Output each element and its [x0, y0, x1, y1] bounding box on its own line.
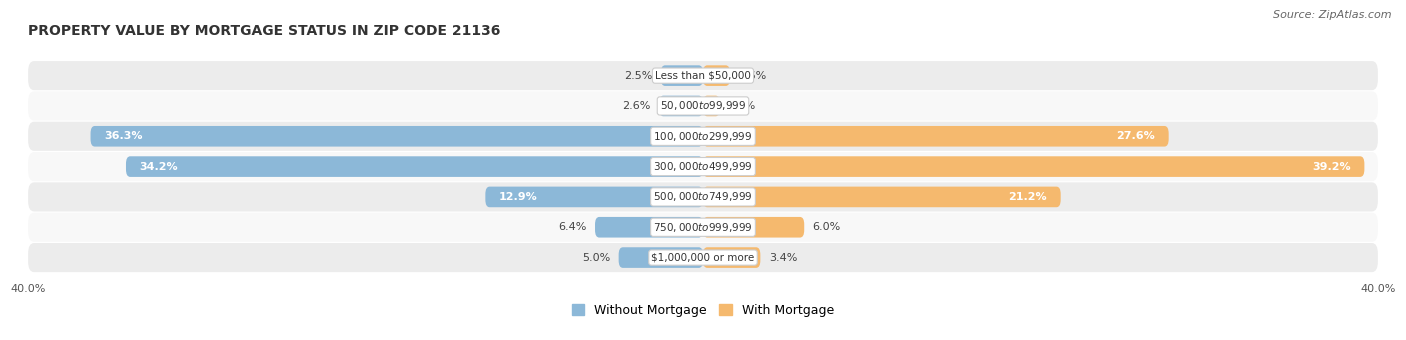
- Text: 12.9%: 12.9%: [499, 192, 537, 202]
- FancyBboxPatch shape: [703, 65, 730, 86]
- FancyBboxPatch shape: [619, 247, 703, 268]
- FancyBboxPatch shape: [703, 126, 1168, 147]
- Text: 2.6%: 2.6%: [623, 101, 651, 111]
- Text: 6.0%: 6.0%: [813, 222, 841, 232]
- FancyBboxPatch shape: [703, 96, 720, 116]
- Text: $750,000 to $999,999: $750,000 to $999,999: [654, 221, 752, 234]
- FancyBboxPatch shape: [28, 213, 1378, 242]
- FancyBboxPatch shape: [485, 187, 703, 207]
- FancyBboxPatch shape: [28, 152, 1378, 181]
- Text: PROPERTY VALUE BY MORTGAGE STATUS IN ZIP CODE 21136: PROPERTY VALUE BY MORTGAGE STATUS IN ZIP…: [28, 24, 501, 38]
- FancyBboxPatch shape: [703, 156, 1364, 177]
- Text: Source: ZipAtlas.com: Source: ZipAtlas.com: [1274, 10, 1392, 20]
- Text: Less than $50,000: Less than $50,000: [655, 71, 751, 81]
- FancyBboxPatch shape: [595, 217, 703, 238]
- Text: 3.4%: 3.4%: [769, 253, 797, 262]
- FancyBboxPatch shape: [90, 126, 703, 147]
- Text: 5.0%: 5.0%: [582, 253, 610, 262]
- Text: 39.2%: 39.2%: [1312, 162, 1351, 172]
- FancyBboxPatch shape: [127, 156, 703, 177]
- Legend: Without Mortgage, With Mortgage: Without Mortgage, With Mortgage: [567, 299, 839, 322]
- FancyBboxPatch shape: [28, 91, 1378, 120]
- Text: $100,000 to $299,999: $100,000 to $299,999: [654, 130, 752, 143]
- Text: 6.4%: 6.4%: [558, 222, 586, 232]
- Text: $1,000,000 or more: $1,000,000 or more: [651, 253, 755, 262]
- FancyBboxPatch shape: [28, 61, 1378, 90]
- FancyBboxPatch shape: [659, 96, 703, 116]
- Text: 34.2%: 34.2%: [139, 162, 179, 172]
- FancyBboxPatch shape: [703, 187, 1060, 207]
- Text: 21.2%: 21.2%: [1008, 192, 1047, 202]
- FancyBboxPatch shape: [28, 182, 1378, 211]
- Text: 1.6%: 1.6%: [738, 71, 766, 81]
- Text: $50,000 to $99,999: $50,000 to $99,999: [659, 100, 747, 113]
- Text: 1.0%: 1.0%: [728, 101, 756, 111]
- Text: 36.3%: 36.3%: [104, 131, 142, 141]
- FancyBboxPatch shape: [28, 243, 1378, 272]
- Text: $500,000 to $749,999: $500,000 to $749,999: [654, 190, 752, 203]
- FancyBboxPatch shape: [703, 217, 804, 238]
- Text: 2.5%: 2.5%: [624, 71, 652, 81]
- FancyBboxPatch shape: [703, 247, 761, 268]
- FancyBboxPatch shape: [661, 65, 703, 86]
- Text: $300,000 to $499,999: $300,000 to $499,999: [654, 160, 752, 173]
- FancyBboxPatch shape: [28, 122, 1378, 151]
- Text: 27.6%: 27.6%: [1116, 131, 1156, 141]
